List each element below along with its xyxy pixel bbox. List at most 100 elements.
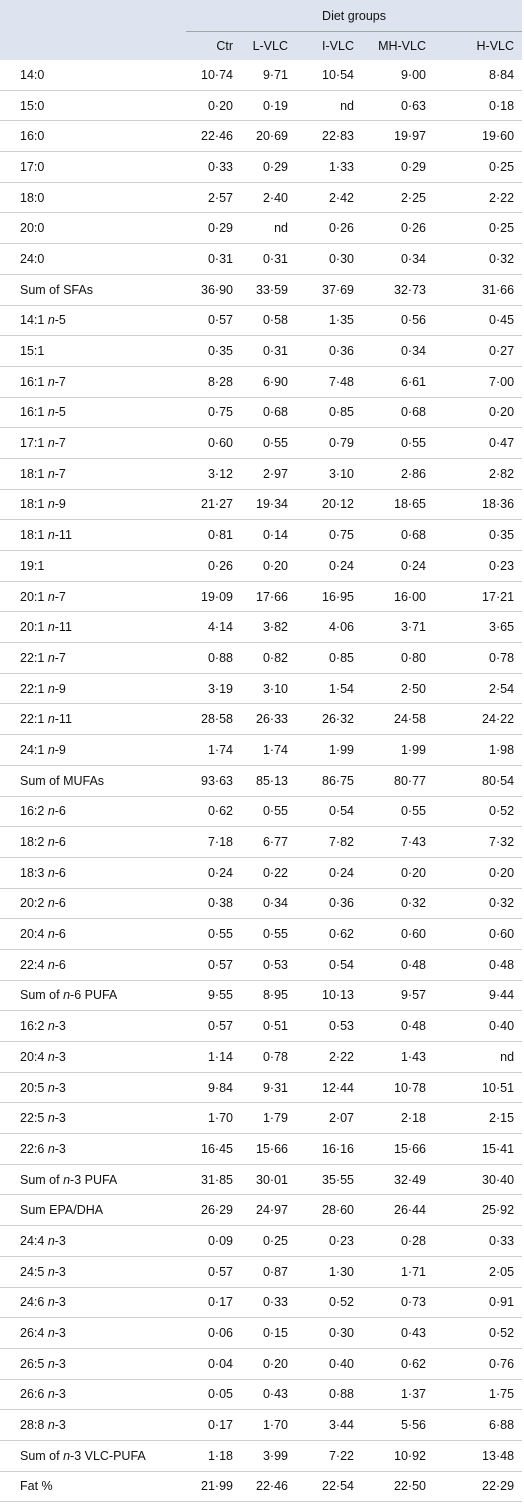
cell-value: 0·55 bbox=[362, 427, 434, 459]
row-label: 24:4 n-3 bbox=[0, 1225, 186, 1257]
cell-value: 32·49 bbox=[362, 1164, 434, 1196]
cell-value: 20·69 bbox=[241, 120, 296, 153]
cell-value: 9·57 bbox=[362, 980, 434, 1012]
cell-value: 10·51 bbox=[434, 1072, 523, 1104]
cell-value: 0·53 bbox=[241, 949, 296, 981]
cell-value: 0·52 bbox=[296, 1287, 362, 1319]
table-row: 26:4 n-3 0·06 0·15 0·30 0·43 0·52 bbox=[0, 1317, 523, 1349]
table-row: 15:0 0·20 0·19 nd 0·63 0·18 bbox=[0, 90, 523, 122]
table-row: Sum of n-6 PUFA 9·55 8·95 10·13 9·57 9·44 bbox=[0, 980, 523, 1012]
cell-value: 9·31 bbox=[241, 1072, 296, 1104]
cell-value: 2·50 bbox=[362, 673, 434, 705]
cell-value: 0·28 bbox=[362, 1225, 434, 1257]
cell-value: 32·73 bbox=[362, 274, 434, 306]
cell-value: 12·44 bbox=[296, 1072, 362, 1104]
cell-value: 0·23 bbox=[296, 1225, 362, 1257]
cell-value: 0·35 bbox=[434, 519, 523, 551]
cell-value: 5·56 bbox=[362, 1409, 434, 1441]
cell-value: 18·36 bbox=[434, 489, 523, 521]
cell-value: 20·12 bbox=[296, 489, 362, 521]
row-label: 22:1 n-9 bbox=[0, 673, 186, 705]
cell-value: 86·75 bbox=[296, 765, 362, 797]
row-label: 22:1 n-7 bbox=[0, 642, 186, 674]
table-row: Sum of n-3 VLC-PUFA 1·18 3·99 7·22 10·92 13·4… bbox=[0, 1440, 523, 1472]
row-label: Sum of SFAs bbox=[0, 274, 186, 306]
column-header: MH-VLC bbox=[378, 39, 426, 53]
cell-value: 0·48 bbox=[362, 949, 434, 981]
cell-value: 1·35 bbox=[296, 305, 362, 337]
table-row: 18:1 n-9 21·27 19·34 20·12 18·65 18·36 bbox=[0, 489, 523, 521]
table-row: 26:6 n-3 0·05 0·43 0·88 1·37 1·75 bbox=[0, 1379, 523, 1411]
table-row: 24:5 n-3 0·57 0·87 1·30 1·71 2·05 bbox=[0, 1256, 523, 1288]
cell-value: 22·54 bbox=[296, 1471, 362, 1503]
cell-value: 0·53 bbox=[296, 1010, 362, 1042]
cell-value: 2·05 bbox=[434, 1256, 523, 1288]
cell-value: 0·60 bbox=[434, 918, 523, 950]
cell-value: 0·43 bbox=[241, 1379, 296, 1411]
cell-value: 24·58 bbox=[362, 703, 434, 736]
cell-value: 19·60 bbox=[434, 120, 523, 153]
table-row: 17:1 n-7 0·60 0·55 0·79 0·55 0·47 bbox=[0, 427, 523, 459]
cell-value: 0·38 bbox=[186, 888, 241, 920]
table-row: 18:0 2·57 2·40 2·42 2·25 2·22 bbox=[0, 182, 523, 214]
cell-value: 1·74 bbox=[186, 734, 241, 766]
cell-value: 3·10 bbox=[296, 458, 362, 490]
row-label: 20:4 n-6 bbox=[0, 918, 186, 950]
spacer bbox=[0, 32, 186, 61]
cell-value: 2·42 bbox=[296, 182, 362, 214]
cell-value: 0·55 bbox=[241, 918, 296, 950]
table-row: 14:0 10·74 9·71 10·54 9·00 8·84 bbox=[0, 60, 523, 91]
cell-value: 1·99 bbox=[296, 734, 362, 766]
cell-value: 0·82 bbox=[241, 642, 296, 674]
cell-value: 0·25 bbox=[434, 151, 523, 183]
row-label: 18:2 n-6 bbox=[0, 826, 186, 858]
cell-value: 16·00 bbox=[362, 581, 434, 613]
cell-value: 9·00 bbox=[362, 60, 434, 91]
cell-value: 35·55 bbox=[296, 1164, 362, 1196]
cell-value: 0·78 bbox=[241, 1041, 296, 1073]
table-row: 20:1 n-11 4·14 3·82 4·06 3·71 3·65 bbox=[0, 611, 523, 644]
row-label: 20:4 n-3 bbox=[0, 1041, 186, 1073]
row-label: 24:1 n-9 bbox=[0, 734, 186, 766]
table-row: 24:0 0·31 0·31 0·30 0·34 0·32 bbox=[0, 243, 523, 275]
cell-value: 10·13 bbox=[296, 980, 362, 1012]
cell-value: 3·44 bbox=[296, 1409, 362, 1441]
cell-value: nd bbox=[241, 212, 296, 245]
cell-value: 7·22 bbox=[296, 1440, 362, 1472]
cell-value: 9·44 bbox=[434, 980, 523, 1012]
cell-value: 7·32 bbox=[434, 826, 523, 858]
cell-value: 4·06 bbox=[296, 611, 362, 644]
row-label: Sum of n-3 PUFA bbox=[0, 1164, 186, 1196]
cell-value: 6·88 bbox=[434, 1409, 523, 1441]
cell-value: 0·43 bbox=[362, 1317, 434, 1349]
table-row: 15:1 0·35 0·31 0·36 0·34 0·27 bbox=[0, 335, 523, 367]
cell-value: 1·70 bbox=[241, 1409, 296, 1441]
cell-value: 0·45 bbox=[434, 305, 523, 337]
cell-value: 26·33 bbox=[241, 703, 296, 736]
cell-value: 0·58 bbox=[241, 305, 296, 337]
row-label: 24:0 bbox=[0, 243, 186, 275]
row-label: Sum of n-3 VLC-PUFA bbox=[0, 1440, 186, 1472]
cell-value: 13·48 bbox=[434, 1440, 523, 1472]
table-row: Sum of MUFAs 93·63 85·13 86·75 80·77 80·54 bbox=[0, 765, 523, 797]
row-label: 20:0 bbox=[0, 212, 186, 245]
row-label: 22:1 n-11 bbox=[0, 703, 186, 736]
cell-value: 2·07 bbox=[296, 1102, 362, 1135]
cell-value: 3·82 bbox=[241, 611, 296, 644]
cell-value: 8·95 bbox=[241, 980, 296, 1012]
group-label: Diet groups bbox=[186, 0, 523, 32]
row-label: 18:0 bbox=[0, 182, 186, 214]
table-row: 20:4 n-3 1·14 0·78 2·22 1·43 nd bbox=[0, 1041, 523, 1073]
cell-value: 0·36 bbox=[296, 888, 362, 920]
row-label: 24:6 n-3 bbox=[0, 1287, 186, 1319]
row-label: 18:1 n-11 bbox=[0, 519, 186, 551]
cell-value: 0·20 bbox=[434, 397, 523, 429]
cell-value: 16·16 bbox=[296, 1133, 362, 1165]
table-row: 24:4 n-3 0·09 0·25 0·23 0·28 0·33 bbox=[0, 1225, 523, 1257]
cell-value: 6·61 bbox=[362, 366, 434, 398]
cell-value: 25·92 bbox=[434, 1194, 523, 1227]
cell-value: 0·75 bbox=[296, 519, 362, 551]
table-row: 16:1 n-7 8·28 6·90 7·48 6·61 7·00 bbox=[0, 366, 523, 398]
cell-value: 1·37 bbox=[362, 1379, 434, 1411]
row-label: 22:4 n-6 bbox=[0, 949, 186, 981]
